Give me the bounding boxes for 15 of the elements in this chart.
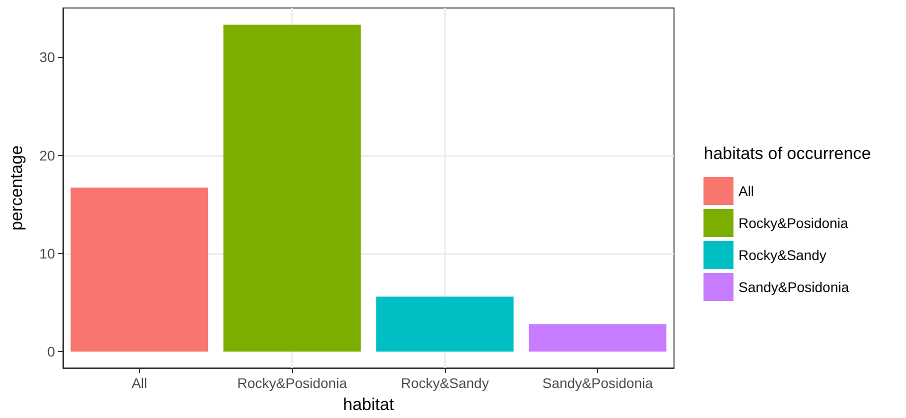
y-tick-label: 10 — [39, 245, 56, 262]
legend-label: All — [738, 183, 754, 199]
y-axis-title: percentage — [7, 145, 26, 231]
y-tick-label: 20 — [39, 147, 56, 164]
x-tick-label: All — [132, 375, 148, 391]
x-tick-label: Rocky&Posidonia — [237, 375, 348, 391]
y-tick-label: 0 — [47, 344, 56, 360]
x-tick-label: Sandy&Posidonia — [542, 375, 654, 391]
legend-title: habitats of occurrence — [704, 144, 872, 163]
x-tick-label: Rocky&Sandy — [400, 375, 489, 391]
legend-label: Rocky&Posidonia — [738, 215, 848, 231]
legend-label: Rocky&Sandy — [738, 247, 826, 263]
y-tick-label: 30 — [39, 49, 56, 66]
x-axis-title: habitat — [342, 395, 394, 414]
legend-label: Sandy&Posidonia — [738, 279, 850, 295]
